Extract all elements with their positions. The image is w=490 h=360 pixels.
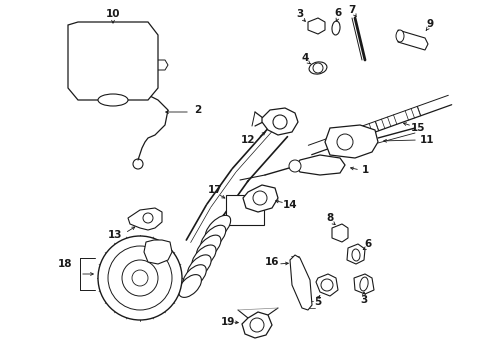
Text: 6: 6 [365,239,371,249]
Circle shape [108,246,172,310]
Ellipse shape [360,277,368,291]
Polygon shape [243,185,278,212]
Polygon shape [354,274,374,294]
Text: 13: 13 [108,230,122,240]
Text: 7: 7 [348,5,356,15]
Ellipse shape [192,245,216,269]
Text: 3: 3 [360,295,368,305]
Polygon shape [398,30,428,50]
Text: 14: 14 [283,200,297,210]
Ellipse shape [183,265,206,288]
Text: 12: 12 [241,135,255,145]
Polygon shape [68,22,158,100]
Circle shape [132,270,148,286]
Ellipse shape [205,215,231,240]
Polygon shape [144,240,172,264]
Polygon shape [262,108,298,135]
Text: 6: 6 [334,8,342,18]
Circle shape [289,160,301,172]
Text: 10: 10 [106,9,120,19]
Text: 8: 8 [326,213,334,223]
Circle shape [253,191,267,205]
Polygon shape [347,244,365,264]
Circle shape [250,318,264,332]
Ellipse shape [396,30,404,42]
Text: 1: 1 [361,165,368,175]
Bar [226,195,264,225]
Polygon shape [290,255,312,310]
Text: 2: 2 [195,105,201,115]
Text: 9: 9 [426,19,434,29]
Polygon shape [128,208,162,230]
Circle shape [273,115,287,129]
Polygon shape [296,155,345,175]
Circle shape [122,260,158,296]
Circle shape [321,279,333,291]
Polygon shape [332,224,348,242]
Ellipse shape [178,275,201,297]
Text: 16: 16 [265,257,279,267]
Text: 19: 19 [221,317,235,327]
Polygon shape [242,312,272,338]
Circle shape [98,236,182,320]
Ellipse shape [201,225,226,250]
Text: 17: 17 [208,185,222,195]
Text: 11: 11 [420,135,435,145]
Circle shape [143,213,153,223]
Text: 18: 18 [58,259,72,269]
Ellipse shape [188,255,211,279]
Ellipse shape [196,235,221,260]
Circle shape [337,134,353,150]
Polygon shape [316,274,338,296]
Ellipse shape [352,249,360,261]
Circle shape [313,63,323,73]
Polygon shape [308,18,325,34]
Ellipse shape [98,94,128,106]
Text: 4: 4 [301,53,309,63]
Ellipse shape [332,21,340,35]
Text: 5: 5 [315,297,321,307]
Text: 3: 3 [296,9,304,19]
Text: 15: 15 [411,123,425,133]
Ellipse shape [309,62,327,74]
Polygon shape [325,125,378,158]
